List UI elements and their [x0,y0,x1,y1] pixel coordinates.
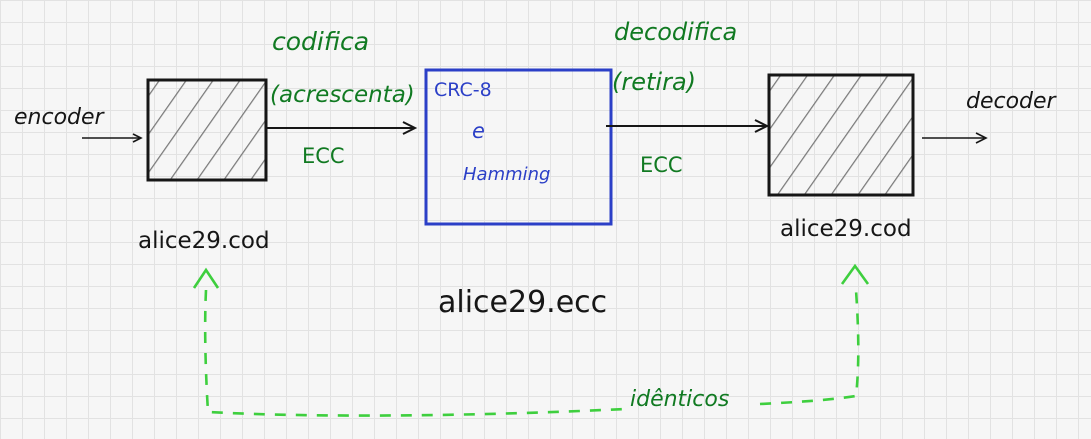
ecc-right-label: ECC [640,153,683,177]
identicos-arrowheads [192,263,870,289]
encoder-input-arrow [82,133,143,143]
left-encoded-block [146,78,268,182]
identicos-dashed-loop [203,289,860,417]
crc-hamming-block [424,68,613,226]
decode-arrow [606,119,770,133]
block-crc8-text: CRC-8 [434,79,492,101]
block-hamming-text: Hamming [463,164,550,185]
right-decoded-block [767,73,915,197]
decoder-output-arrow [922,132,988,144]
retira-label: (retira) [612,68,696,96]
encoder-label: encoder [14,105,106,130]
decoder-label: decoder [966,89,1058,114]
encode-arrow [266,121,418,135]
block-e-text: e [472,119,485,143]
identicos-label: idênticos [630,387,729,412]
file-right-label: alice29.cod [780,216,912,242]
codifica-label: codifica [272,27,369,56]
acrescenta-label: (acrescenta) [270,82,415,108]
file-middle-label: alice29.ecc [438,285,607,320]
decodifica-label: decodifica [614,18,737,46]
ecc-left-label: ECC [302,144,345,168]
file-left-label: alice29.cod [138,228,270,254]
